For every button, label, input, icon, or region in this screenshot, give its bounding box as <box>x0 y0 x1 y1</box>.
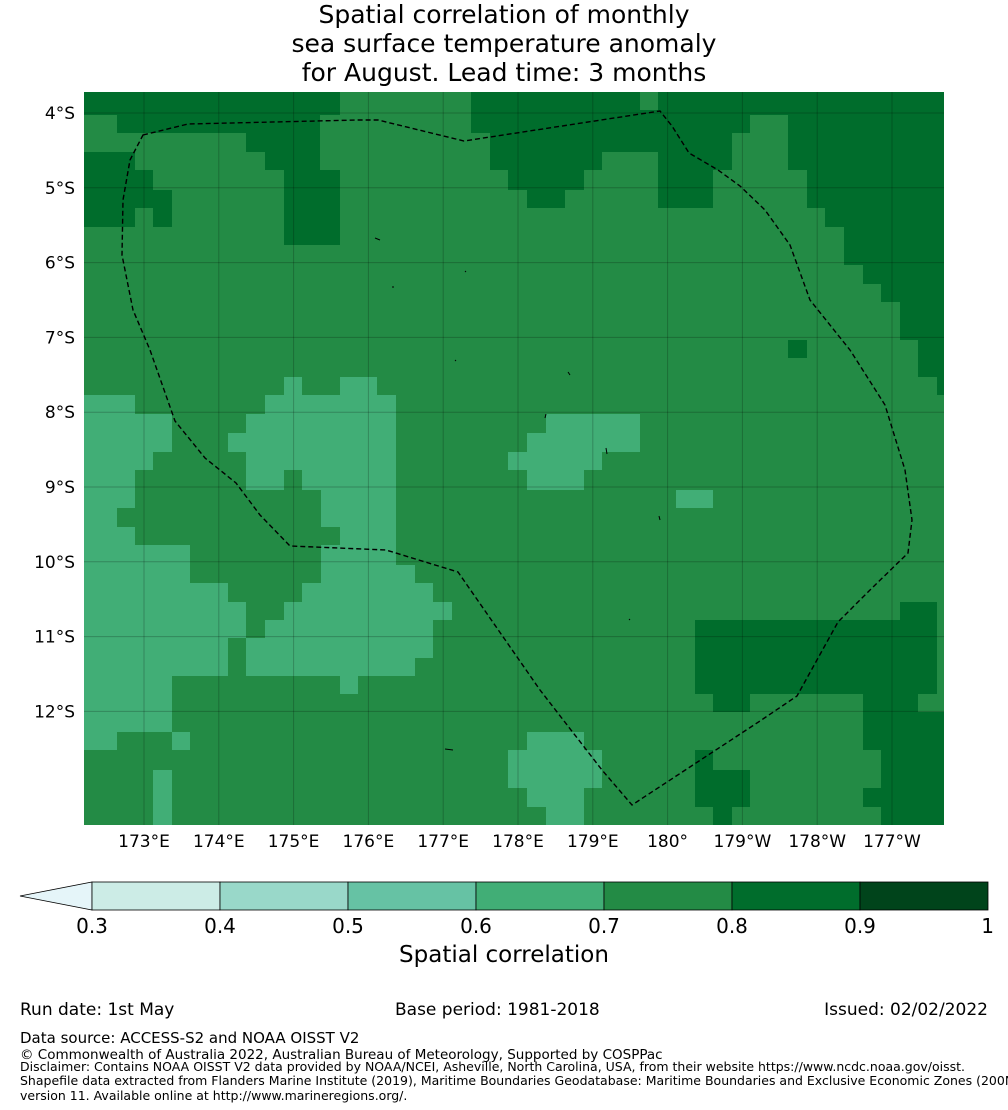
lon-label: 180° <box>647 832 688 852</box>
disclaimer-line-3: version 11. Available online at http://w… <box>20 1088 408 1103</box>
colorbar-tick-label: 0.7 <box>588 914 620 935</box>
region-east-small-high-corr <box>788 340 807 358</box>
lat-label: 12°S <box>34 702 75 722</box>
island-1 <box>374 237 381 241</box>
lat-label: 4°S <box>45 104 75 124</box>
lon-label: 175°E <box>268 832 320 852</box>
title-line-3: for August. Lead time: 3 months <box>301 58 707 87</box>
lat-label: 10°S <box>34 553 75 573</box>
lon-label: 177°W <box>863 832 921 852</box>
colorbar-tick-label: 0.3 <box>76 914 108 935</box>
longitude-labels: 173°E 174°E 175°E 176°E 177°E 178°E 179°E 180° 1… <box>118 832 921 852</box>
lat-label: 11°S <box>34 628 75 648</box>
colorbar-segment <box>731 881 861 911</box>
graticule <box>84 92 944 825</box>
lon-label: 173°E <box>118 832 170 852</box>
lon-label: 179°W <box>714 832 772 852</box>
region-sw-moderate-corr <box>84 694 98 712</box>
data-source: Data source: ACCESS-S2 and NOAA OISST V2 <box>20 1029 360 1047</box>
colorbar: 0.3 0.4 0.5 0.6 0.7 0.8 0.9 1 <box>19 881 994 935</box>
run-date: Run date: 1st May <box>20 1000 175 1020</box>
colorbar-segment <box>603 881 733 911</box>
colorbar-extend-arrow <box>19 881 93 911</box>
lon-label: 176°E <box>343 832 395 852</box>
colorbar-segment <box>347 881 477 911</box>
copyright: © Commonwealth of Australia 2022, Austra… <box>20 1047 663 1063</box>
lon-label: 178°W <box>788 832 846 852</box>
issued-date: Issued: 02/02/2022 <box>824 1000 988 1020</box>
lat-label: 5°S <box>45 179 75 199</box>
island-10 <box>444 748 454 751</box>
eez-boundary-dashed <box>121 110 913 806</box>
region-mid-moderate-corr <box>508 414 640 490</box>
colorbar-segment <box>91 881 221 911</box>
lat-label: 8°S <box>45 403 75 423</box>
region-central-moderate-corr <box>209 377 452 694</box>
region-small-moderate-corr <box>676 490 713 508</box>
map-figure: 4°S 5°S 6°S 7°S 8°S 9°S 10°S 11°S 12°S 173°E 174°… <box>34 92 944 852</box>
lat-label: 9°S <box>45 478 75 498</box>
colorbar-tick-label: 0.5 <box>332 914 364 935</box>
region-top-center-high-corr <box>471 92 944 395</box>
lon-label: 179°E <box>567 832 619 852</box>
latitude-labels: 4°S 5°S 6°S 7°S 8°S 9°S 10°S 11°S 12°S <box>34 104 75 722</box>
islands <box>374 237 661 751</box>
colorbar-segment <box>475 881 605 911</box>
colorbar-tick-label: 0.4 <box>204 914 236 935</box>
region-south-east-corner-high-corr <box>863 712 944 825</box>
island-4 <box>454 359 457 362</box>
base-period: Base period: 1981-2018 <box>395 1000 600 1020</box>
island-3 <box>464 270 467 273</box>
colorbar-segments <box>91 881 989 911</box>
lon-label: 178°E <box>492 832 544 852</box>
region-south-moderate-corr <box>508 732 602 825</box>
title-line-1: Spatial correlation of monthly <box>318 0 690 29</box>
region-top-left-2-high-corr <box>84 152 172 227</box>
region-southeast-high-corr <box>695 602 937 712</box>
lon-label: 177°E <box>417 832 469 852</box>
region-west-moderate-corr <box>84 395 246 825</box>
colorbar-tick-label: 0.9 <box>844 914 876 935</box>
colorbar-label: Spatial correlation <box>399 942 609 968</box>
disclaimer-line-2: Shapefile data extracted from Flanders M… <box>20 1073 1008 1088</box>
island-5 <box>567 371 571 376</box>
lon-label: 174°E <box>193 832 245 852</box>
island-6 <box>544 413 547 419</box>
lat-label: 7°S <box>45 328 75 348</box>
island-7 <box>605 447 608 455</box>
region-south-small-high-corr <box>695 750 750 825</box>
lat-label: 6°S <box>45 254 75 274</box>
region-top-left-high-corr <box>84 92 340 245</box>
island-8 <box>658 515 661 521</box>
colorbar-tick-label: 1 <box>981 914 994 935</box>
colorbar-segment <box>219 881 349 911</box>
map-plot-area <box>84 92 944 825</box>
colorbar-ticks: 0.3 0.4 0.5 0.6 0.7 0.8 0.9 1 <box>76 914 994 935</box>
disclaimer-line-1: Disclaimer: Contains NOAA OISST V2 data … <box>20 1059 965 1074</box>
title-line-2: sea surface temperature anomaly <box>291 29 717 58</box>
island-9 <box>628 618 631 621</box>
colorbar-segment <box>859 881 989 911</box>
map-title: Spatial correlation of monthly sea surfa… <box>0 0 1008 87</box>
colorbar-tick-label: 0.8 <box>716 914 748 935</box>
colorbar-tick-label: 0.6 <box>460 914 492 935</box>
